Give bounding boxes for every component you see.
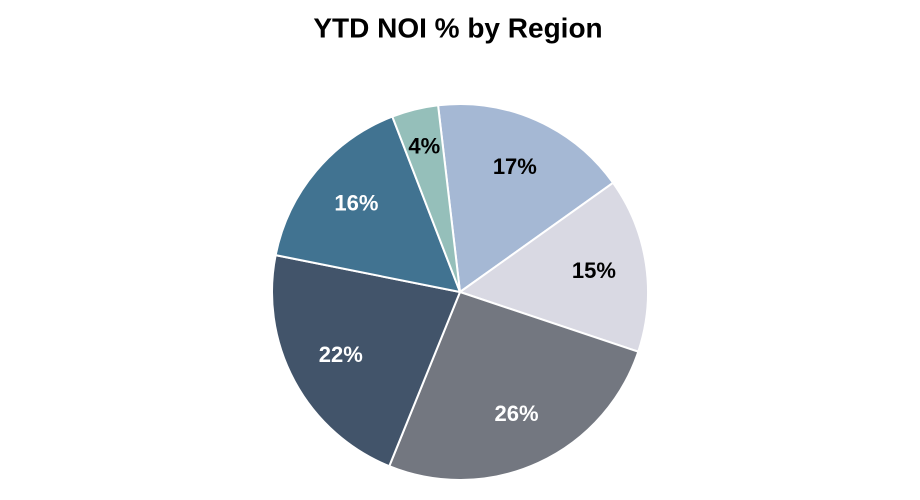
pie-slice (274, 115, 462, 294)
data-label: 16% (334, 191, 378, 216)
data-label: 17% (493, 154, 537, 179)
data-label: 22% (319, 342, 363, 367)
pie-slice (271, 253, 462, 468)
data-label: 4% (408, 134, 440, 159)
pie-slice (457, 181, 649, 353)
pie-slice (436, 103, 615, 294)
data-label: 26% (495, 401, 539, 426)
pie-slice (387, 290, 640, 481)
data-label: 15% (572, 258, 616, 283)
chart-title: YTD NOI % by Region (313, 12, 602, 43)
pie-slice (391, 104, 461, 293)
